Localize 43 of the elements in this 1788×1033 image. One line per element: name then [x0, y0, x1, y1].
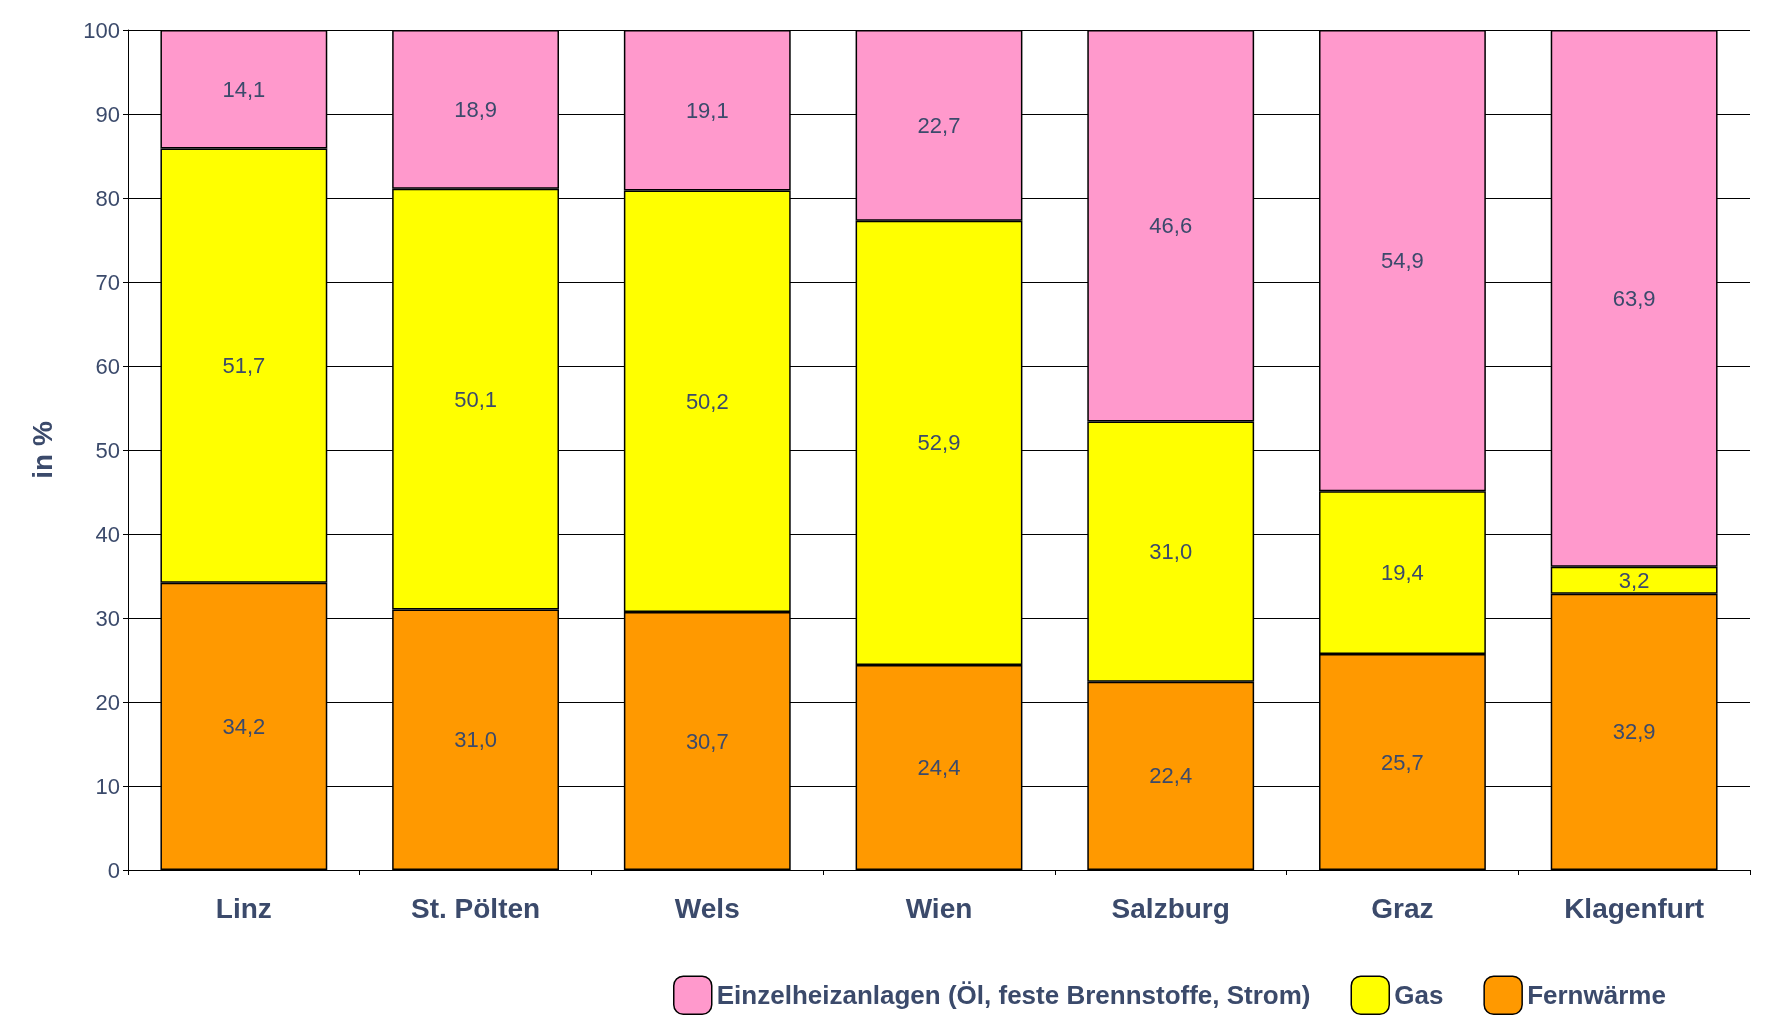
x-tick-label: Wien: [905, 892, 973, 924]
data-label: 25,7: [1381, 749, 1424, 775]
data-label: 32,9: [1612, 719, 1656, 745]
data-label: 22,4: [1149, 763, 1193, 789]
y-tick-label: 90: [95, 101, 120, 127]
y-tick-label: 70: [95, 269, 120, 295]
data-label: 50,2: [685, 388, 729, 414]
y-axis-title: in %: [26, 421, 58, 479]
y-tick-label: 80: [95, 185, 120, 211]
y-tick-label: 0: [107, 857, 120, 883]
x-tick-label: Graz: [1371, 892, 1434, 924]
data-label: 30,7: [685, 728, 729, 754]
data-label: 14,1: [222, 76, 266, 102]
y-tick-label: 10: [95, 773, 120, 799]
data-label: 51,7: [222, 353, 266, 379]
legend-label: Gas: [1394, 980, 1444, 1011]
legend-label: Einzelheizanlagen (Öl, feste Brennstoffe, Strom): [716, 980, 1311, 1011]
data-label: 3,2: [1618, 567, 1650, 593]
data-label: 19,4: [1381, 560, 1424, 586]
data-label: 19,1: [685, 97, 729, 123]
data-label: 31,0: [454, 727, 497, 753]
data-label: 50,1: [454, 386, 497, 412]
y-tick-label: 60: [95, 353, 120, 379]
data-label: 22,7: [917, 112, 961, 138]
x-tick-label: Klagenfurt: [1564, 892, 1705, 924]
data-label: 54,9: [1381, 248, 1424, 274]
x-tick-label: Salzburg: [1111, 892, 1230, 924]
y-tick-label: 30: [95, 605, 120, 631]
x-tick-label: Linz: [215, 892, 272, 924]
data-label: 24,4: [917, 755, 961, 781]
y-tick-label: 100: [83, 17, 120, 43]
data-label: 63,9: [1612, 285, 1656, 311]
data-label: 31,0: [1149, 539, 1193, 565]
data-label: 46,6: [1149, 213, 1193, 239]
x-tick-label: St. Pölten: [411, 892, 541, 924]
x-tick-label: Wels: [674, 892, 740, 924]
data-label: 18,9: [454, 96, 497, 122]
data-label: 52,9: [917, 430, 961, 456]
y-tick-label: 40: [95, 521, 120, 547]
data-label: 34,2: [222, 713, 266, 739]
legend-label: Fernwärme: [1527, 980, 1666, 1011]
y-tick-label: 20: [95, 689, 120, 715]
y-tick-label: 50: [95, 437, 120, 463]
